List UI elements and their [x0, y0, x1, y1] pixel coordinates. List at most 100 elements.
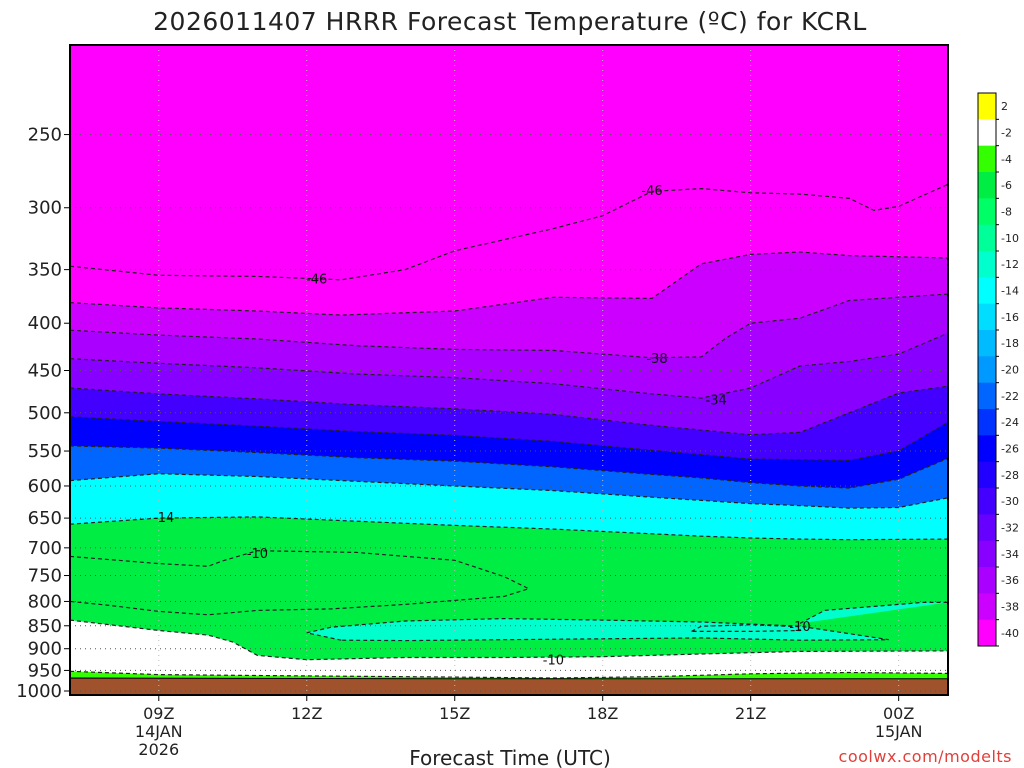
y-tick-label: 500 — [28, 403, 62, 424]
x-tick-label: 09Z — [143, 704, 174, 723]
colorbar-swatch — [978, 593, 996, 621]
colorbar-swatch — [978, 145, 996, 173]
x-tick-label: 15Z — [439, 704, 470, 723]
y-tick-label: 750 — [28, 566, 62, 587]
colorbar-label: -20 — [1001, 364, 1019, 377]
contour-line — [70, 550, 531, 616]
x-tick-label: 21Z — [735, 704, 766, 723]
contour-label: -10 — [247, 547, 268, 562]
x-axis-label: Forecast Time (UTC) — [409, 746, 611, 768]
colorbar-swatch — [978, 330, 996, 357]
colorbar-label: -16 — [1001, 311, 1019, 324]
colorbar-label: -36 — [1001, 574, 1019, 587]
colorbar-swatch — [978, 356, 996, 384]
colorbar-label: -26 — [1001, 443, 1019, 456]
colorbar-swatch — [978, 409, 996, 436]
contour-line — [70, 385, 948, 436]
band-fill — [70, 516, 948, 695]
colorbar-swatch — [978, 93, 996, 120]
contour-label: -14 — [153, 511, 174, 526]
x-tick-year: 2026 — [138, 740, 179, 759]
contour-line — [70, 183, 948, 281]
contour-line — [799, 601, 948, 624]
temperature-fill-bands — [70, 45, 948, 695]
colorbar-swatch — [978, 198, 996, 226]
colorbar-label: -30 — [1001, 495, 1019, 508]
x-tick-label: 18Z — [587, 704, 618, 723]
colorbar-label: -32 — [1001, 522, 1019, 535]
colorbar-swatch — [978, 172, 996, 199]
contour-line — [691, 624, 801, 632]
y-axis-ticks: 2503003504004505005506006507007508008509… — [16, 125, 70, 702]
y-tick-label: 650 — [28, 508, 62, 529]
band-fill — [691, 624, 800, 632]
colorbar-label: -12 — [1001, 258, 1019, 271]
contour-line — [70, 516, 948, 541]
colorbar: 2 -2 -4 -6 -8 -10 -12 -14 -16 -18 -20 -22 -24 -26 -28 -… — [977, 92, 1019, 647]
plot-area: -46 -46 -38 -34 -14 -10 -10 -10 — [70, 45, 948, 695]
colorbar-label: -14 — [1001, 285, 1019, 298]
colorbar-label: -6 — [1001, 179, 1012, 192]
ground-fill — [70, 677, 948, 695]
band-fill — [800, 602, 948, 624]
colorbar-label: 2 — [1001, 100, 1008, 113]
x-tick-date: 14JAN — [135, 722, 183, 741]
colorbar-swatch — [978, 435, 996, 463]
colorbar-label: -2 — [1001, 127, 1012, 140]
colorbar-swatch — [978, 382, 996, 410]
colorbar-swatch — [978, 277, 996, 305]
y-tick-label: 250 — [28, 125, 62, 146]
y-tick-label: 950 — [28, 660, 62, 681]
y-tick-label: 800 — [28, 591, 62, 612]
colorbar-label: -40 — [1001, 627, 1019, 640]
colorbar-swatch — [978, 461, 996, 489]
grid-lines — [70, 45, 948, 695]
contour-line — [70, 445, 948, 489]
colorbar-label: -34 — [1001, 548, 1019, 561]
chart-title: 2026011407 HRRR Forecast Temperature (ºC… — [153, 7, 867, 36]
y-tick-label: 350 — [28, 260, 62, 281]
colorbar-frame — [977, 92, 997, 647]
y-tick-label: 600 — [28, 476, 62, 497]
contour-label: -46 — [306, 273, 327, 288]
y-tick-label: 400 — [28, 313, 62, 334]
x-tick-date: 15JAN — [875, 722, 923, 741]
y-tick-label: 900 — [28, 639, 62, 660]
contour-line — [70, 416, 948, 462]
colorbar-label: -24 — [1001, 416, 1019, 429]
contour-label: -10 — [543, 654, 564, 669]
colorbar-label: -28 — [1001, 469, 1019, 482]
colorbar-swatch — [978, 619, 996, 647]
contour-line — [70, 251, 948, 316]
colorbar-label: -4 — [1001, 153, 1012, 166]
colorbar-swatch — [978, 224, 996, 252]
colorbar-swatch — [978, 567, 996, 594]
contour-line — [70, 293, 948, 359]
contour-label: -38 — [646, 352, 667, 367]
contour-label: -34 — [706, 394, 727, 409]
contour-label: -46 — [641, 184, 662, 199]
colorbar-swatch — [978, 303, 996, 331]
colorbar-swatch — [978, 251, 996, 278]
colorbar-label: -38 — [1001, 601, 1019, 614]
contour-line — [306, 617, 889, 642]
y-tick-label: 700 — [28, 538, 62, 559]
contour-label: -10 — [789, 620, 810, 635]
credit-link[interactable]: coolwx.com/modelts — [839, 747, 1012, 766]
contour-labels: -46 -46 -38 -34 -14 -10 -10 -10 — [153, 184, 811, 669]
x-tick-label: 12Z — [291, 704, 322, 723]
colorbar-swatch — [978, 514, 996, 542]
colorbar-label: -10 — [1001, 232, 1019, 245]
x-tick-label: 00Z — [883, 704, 914, 723]
contour-line — [70, 332, 948, 399]
y-tick-label: 850 — [28, 616, 62, 637]
colorbar-label: -18 — [1001, 337, 1019, 350]
y-tick-label: 550 — [28, 441, 62, 462]
colorbar-label: -22 — [1001, 390, 1019, 403]
y-tick-label: 300 — [28, 198, 62, 219]
contour-line — [70, 473, 948, 509]
contour-lines — [70, 183, 948, 679]
y-tick-label: 1000 — [16, 681, 62, 702]
